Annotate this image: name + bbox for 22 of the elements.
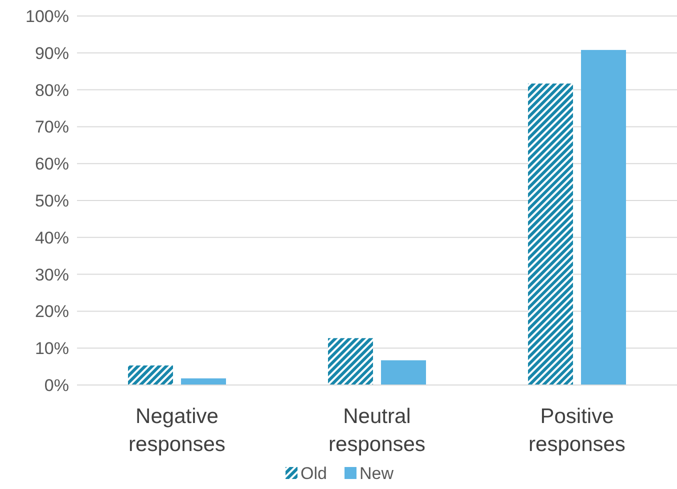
- y-tick-label: 90%: [34, 44, 69, 63]
- bar: [128, 365, 173, 385]
- y-tick-label: 40%: [34, 228, 69, 248]
- y-tick-label: 30%: [34, 265, 69, 284]
- legend-label: New: [360, 464, 394, 483]
- y-tick-label: 20%: [34, 302, 69, 322]
- x-tick-label: Negative responses: [128, 405, 226, 456]
- legend-label: Old: [300, 464, 327, 483]
- y-tick-label: 70%: [34, 118, 69, 137]
- y-tick-label: 80%: [34, 80, 69, 100]
- bar: [328, 338, 373, 385]
- y-tick-label: 0%: [44, 376, 69, 395]
- y-tick-label: 10%: [34, 339, 69, 358]
- bar: [528, 84, 573, 385]
- bar: [581, 50, 626, 385]
- bar: [181, 378, 226, 385]
- x-tick-label: Positive responses: [528, 405, 626, 456]
- y-tick-label: 60%: [34, 154, 69, 174]
- y-tick-label: 50%: [34, 191, 69, 210]
- bar: [381, 360, 426, 385]
- y-tick-label: 100%: [26, 6, 69, 26]
- x-tick-label: Neutral responses: [328, 405, 426, 456]
